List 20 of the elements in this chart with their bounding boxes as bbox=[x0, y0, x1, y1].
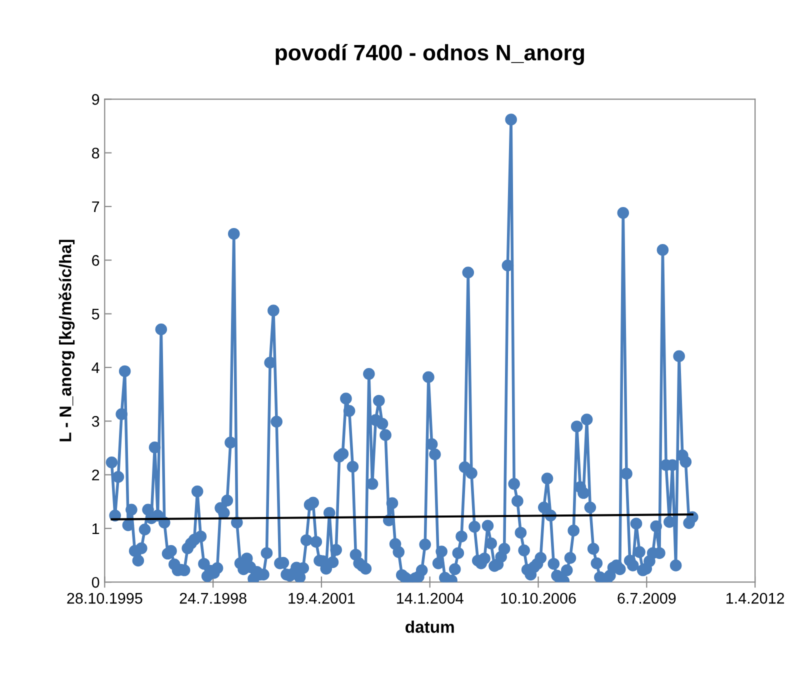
x-tick-label: 28.10.1995 bbox=[67, 592, 142, 604]
y-tick-label: 6 bbox=[92, 255, 100, 266]
x-tick-label: 1.4.2012 bbox=[726, 592, 784, 604]
y-tick-label: 2 bbox=[92, 470, 100, 480]
x-tick-label: 6.7.2009 bbox=[618, 592, 676, 604]
y-tick-label: 5 bbox=[92, 308, 100, 320]
y-tick-label: 1 bbox=[92, 523, 100, 534]
y-tick-label: 0 bbox=[92, 576, 100, 588]
x-axis-title: datum bbox=[406, 620, 454, 633]
y-tick-label: 7 bbox=[92, 202, 100, 212]
x-tick-label: 10.10.2006 bbox=[501, 592, 576, 604]
chart-title: povodí 7400 - odnos N_anorg bbox=[276, 44, 584, 65]
x-tick-label: 14.1.2004 bbox=[397, 592, 464, 604]
x-tick-label: 24.7.1998 bbox=[180, 592, 246, 604]
y-axis-title: L - N_anorg [kg/měsíc/ha] bbox=[58, 240, 75, 442]
y-tick-label: 9 bbox=[92, 94, 100, 105]
y-tick-label: 3 bbox=[92, 416, 100, 427]
y-tick-label: 4 bbox=[92, 362, 100, 373]
y-tick-label: 8 bbox=[92, 148, 100, 159]
x-tick-label: 19.4.2001 bbox=[288, 592, 355, 604]
